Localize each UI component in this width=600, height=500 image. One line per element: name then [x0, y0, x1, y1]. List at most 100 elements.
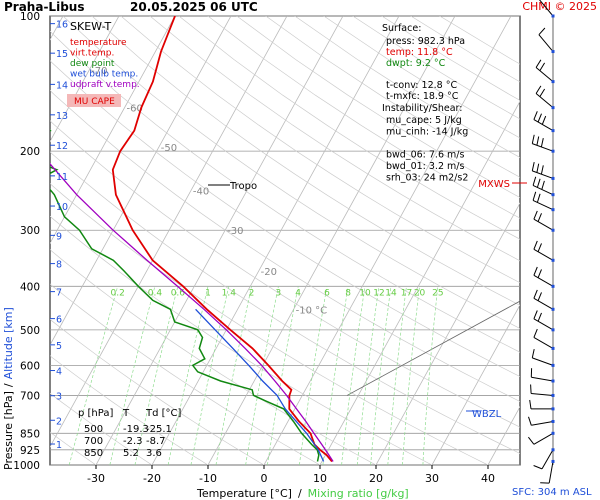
wind-barb-flag [533, 465, 543, 470]
wind-level-dot [551, 193, 555, 197]
wind-barb-staff [538, 34, 554, 52]
altitude-tick-label: 10 [56, 202, 68, 213]
wind-barb-staff [535, 93, 554, 109]
temperature-tick-label: 40 [481, 472, 495, 485]
table-header: p [hPa] [78, 408, 113, 419]
legend-item: temperature [70, 38, 127, 48]
wind-barb-flag [537, 113, 542, 123]
wind-barb-staff [532, 170, 554, 179]
dry-adiabat [50, 120, 520, 428]
wind-level-dot [551, 459, 555, 463]
isotherm-label: -40 [193, 187, 209, 198]
wind-barb-flag [532, 191, 537, 201]
mixing-ratio-line [190, 286, 230, 465]
wind-barb-staff [533, 248, 554, 261]
mu-cape-swatch [67, 94, 121, 107]
wind-barb-flag [540, 165, 544, 175]
wind-level-dot [551, 106, 555, 110]
y-axis-title: Pressure [hPa] / Altitude [km] [2, 307, 15, 470]
altitude-tick-label: 7 [56, 288, 62, 299]
wind-barb-flag [529, 399, 532, 409]
mixing-ratio-line [387, 286, 407, 465]
wind-barb-staff [531, 393, 554, 396]
altitude-tick-label: 11 [56, 172, 68, 183]
wind-barbs [528, 0, 555, 484]
wind-barb-flag [536, 193, 541, 203]
wind-barb-staff [538, 0, 554, 17]
wind-level-dot [551, 307, 555, 311]
altitude-tick-label: 1 [56, 440, 62, 451]
pressure-tick-label: 850 [20, 428, 40, 440]
wind-barb-staff [533, 318, 554, 331]
dry-adiabat [178, 16, 520, 240]
table-header: T [122, 408, 130, 419]
mixing-ratio-label: 17 [401, 288, 412, 298]
table-cell: -8.7 [146, 436, 166, 447]
wind-barb-staff [532, 143, 554, 152]
dry-adiabat [50, 183, 489, 465]
wind-level-dot [551, 258, 555, 262]
dry-adiabat [120, 16, 520, 284]
mixing-ratio-line [299, 286, 328, 465]
isotherm-label: -30 [227, 226, 243, 237]
wind-barb-flag [541, 180, 545, 190]
mixing-ratio-label: 1.4 [222, 288, 237, 298]
wind-barb-flag [535, 59, 542, 68]
wind-barb-flag [533, 266, 538, 276]
surface-info-line: t-mxfc: 18.9 °C [386, 91, 459, 102]
wind-barb-flag [533, 240, 538, 250]
wind-barb-flag [533, 310, 538, 319]
mixing-ratio-label: 4 [295, 288, 301, 298]
wind-barb-flag [536, 163, 540, 173]
station-name: Praha-Libus [4, 0, 84, 14]
mixing-ratio-label: 12 [373, 288, 384, 298]
altitude-tick-label: 12 [56, 141, 68, 152]
wind-barb-staff [532, 199, 554, 211]
table-header: Td [°C] [145, 408, 182, 419]
isotherm-line [151, 16, 400, 465]
wind-level-dot [551, 393, 555, 397]
pressure-tick-label: 300 [20, 225, 40, 237]
dry-adiabat [50, 249, 377, 465]
isotherm-line [50, 16, 232, 346]
wind-barb-flag [533, 289, 538, 299]
dry-adiabat [50, 151, 520, 454]
surface-info-line: t-conv: 12.8 °C [386, 80, 457, 91]
udpraft-v-temp-profile [50, 162, 334, 462]
altitude-tick-label: 13 [56, 111, 68, 122]
instability-info-line: mu_cinh: -14 J/kg [386, 127, 468, 138]
level-table: p [hPa] T Td [°C] 500 -19.3-25.1 700 -2.3 -8.7 8… [78, 408, 182, 459]
pressure-tick-label: 1000 [13, 460, 40, 472]
pressure-tick-label: 925 [20, 445, 40, 457]
table-cell: 500 [84, 424, 103, 435]
isobar-lines [50, 15, 520, 466]
wind-barb-flag [537, 243, 542, 252]
mxws-label: MXWS [478, 179, 510, 190]
temperature-tick-label: -10 [199, 472, 217, 485]
altitude-tick-label: 3 [56, 392, 62, 403]
dry-adiabat [50, 355, 209, 465]
wind-barb-staff [531, 420, 554, 426]
isotherm-line [207, 16, 456, 465]
wind-barb-flag [533, 328, 538, 338]
wet-bulb-temp-profile [195, 308, 325, 462]
tropopause-label: Tropo [229, 181, 257, 192]
table-cell: 700 [84, 436, 103, 447]
instability-info-line: bwd_01: 3.2 m/s [386, 161, 464, 172]
pressure-tick-label: 500 [20, 325, 40, 337]
surface-info-line: dwpt: 9.2 °C [386, 58, 446, 69]
temperature-tick-label: 0 [261, 472, 268, 485]
wind-level-dot [551, 129, 555, 133]
mixing-ratio-label: 20 [414, 288, 426, 298]
temperature-tick-label: 20 [369, 472, 383, 485]
wind-level-dot [551, 419, 555, 423]
isotherm-line [95, 16, 344, 465]
wind-barb-staff [541, 449, 554, 470]
wind-barb-flag [533, 111, 538, 120]
instability-info: Instability/Shear:mu_cape: 5 J/kgmu_cinh… [382, 103, 468, 184]
isotherm-line [50, 16, 120, 143]
mixing-ratio-line [322, 286, 349, 465]
pressure-tick-label: 400 [20, 281, 40, 293]
mixing-ratio-line [245, 286, 279, 465]
